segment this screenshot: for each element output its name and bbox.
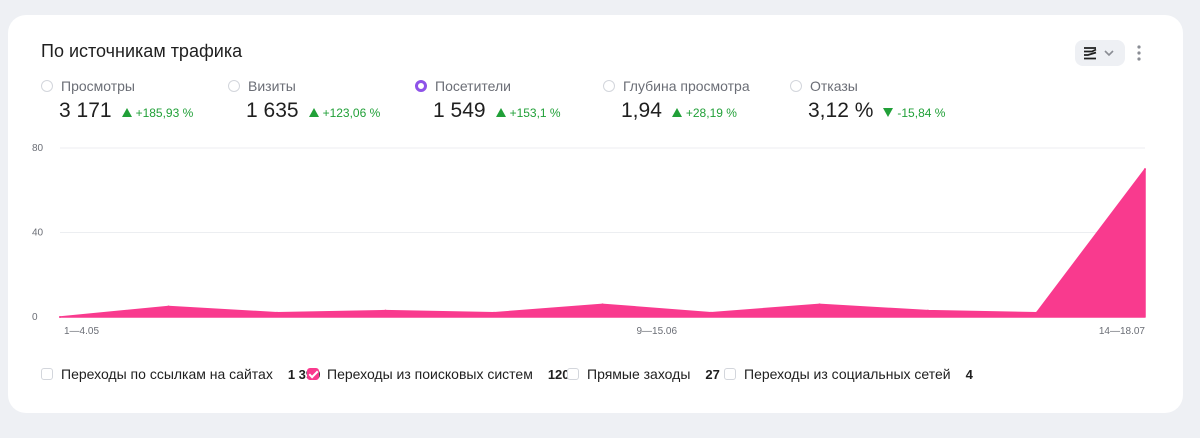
metric-radio[interactable] <box>603 80 615 92</box>
legend-item-referrals[interactable]: Переходы по ссылкам на сайтах 1 399 <box>41 366 320 382</box>
x-tick-label: 9—15.06 <box>636 326 677 337</box>
legend-checkbox[interactable] <box>567 368 579 380</box>
metric-radio-selected[interactable] <box>415 80 427 92</box>
metric-delta: +123,06 % <box>308 106 380 120</box>
metric-delta: +185,93 % <box>121 106 193 120</box>
triangle-up-icon <box>495 108 506 117</box>
traffic-sources-card: По источникам трафика Просмотры 3 171 +1… <box>8 15 1183 413</box>
data-point <box>710 311 712 314</box>
legend-value: 120 <box>547 366 570 382</box>
metric-visitors[interactable]: Посетители 1 549 +153,1 % <box>415 77 561 123</box>
data-point <box>601 303 604 306</box>
legend-name: Переходы из поисковых систем <box>327 366 533 382</box>
metric-radio[interactable] <box>790 80 802 92</box>
legend-value: 4 <box>965 366 973 382</box>
metric-name: Визиты <box>248 78 296 94</box>
legend-item-search[interactable]: Переходы из поисковых систем 120 <box>307 366 570 382</box>
traffic-area-chart: 0 40 80 1—4.05 9—15.06 14—18.07 <box>32 143 1146 337</box>
chevron-down-icon <box>1104 50 1114 57</box>
metric-delta: -15,84 % <box>883 106 945 120</box>
metric-radio[interactable] <box>228 80 240 92</box>
data-point <box>927 309 929 312</box>
stacked-lines-icon <box>1084 47 1097 60</box>
data-point <box>276 311 278 314</box>
metric-visits[interactable]: Визиты 1 635 +123,06 % <box>228 77 380 123</box>
legend-name: Переходы из социальных сетей <box>744 366 951 382</box>
y-tick-label: 40 <box>32 228 44 239</box>
series-area-search <box>59 168 1146 318</box>
data-point <box>818 303 821 306</box>
metric-name: Глубина просмотра <box>623 78 750 94</box>
triangle-down-icon <box>883 108 894 117</box>
legend-checkbox[interactable] <box>724 368 736 380</box>
metric-value: 3,12 % <box>808 99 874 122</box>
data-point <box>167 305 170 308</box>
metric-value: 1 549 <box>433 99 486 122</box>
metric-value: 1 635 <box>246 99 299 122</box>
metric-delta: +28,19 % <box>671 106 737 120</box>
legend-item-social[interactable]: Переходы из социальных сетей 4 <box>724 366 973 382</box>
more-options-icon[interactable] <box>1132 42 1146 64</box>
metric-name: Отказы <box>810 78 858 94</box>
y-tick-label: 0 <box>32 312 38 323</box>
triangle-up-icon <box>121 108 132 117</box>
triangle-up-icon <box>671 108 682 117</box>
card-title: По источникам трафика <box>41 41 243 61</box>
x-tick-label: 1—4.05 <box>64 326 99 337</box>
metric-bounces[interactable]: Отказы 3,12 % -15,84 % <box>790 77 945 123</box>
view-mode-button[interactable] <box>1075 40 1125 66</box>
metric-value: 3 171 <box>59 99 112 122</box>
legend-name: Переходы по ссылкам на сайтах <box>61 366 273 382</box>
legend-item-direct[interactable]: Прямые заходы 27 <box>567 366 720 382</box>
legend-checkbox[interactable] <box>41 368 53 380</box>
legend-value: 27 <box>705 366 720 382</box>
y-tick-label: 80 <box>32 143 44 154</box>
metric-radio[interactable] <box>41 80 53 92</box>
x-tick-label: 14—18.07 <box>1099 326 1146 337</box>
data-point <box>1144 168 1146 171</box>
metric-pageviews[interactable]: Просмотры 3 171 +185,93 % <box>41 77 193 123</box>
metric-depth[interactable]: Глубина просмотра 1,94 +28,19 % <box>603 77 750 123</box>
legend-checkbox-checked[interactable] <box>307 368 319 380</box>
data-point <box>384 309 387 312</box>
metric-name: Просмотры <box>61 78 135 94</box>
legend-name: Прямые заходы <box>587 366 691 382</box>
data-point <box>1035 311 1038 314</box>
data-point <box>59 316 61 318</box>
metric-name: Посетители <box>435 78 511 94</box>
triangle-up-icon <box>308 108 319 117</box>
metric-value: 1,94 <box>621 99 662 122</box>
data-point <box>493 311 495 314</box>
metric-delta: +153,1 % <box>495 106 561 120</box>
